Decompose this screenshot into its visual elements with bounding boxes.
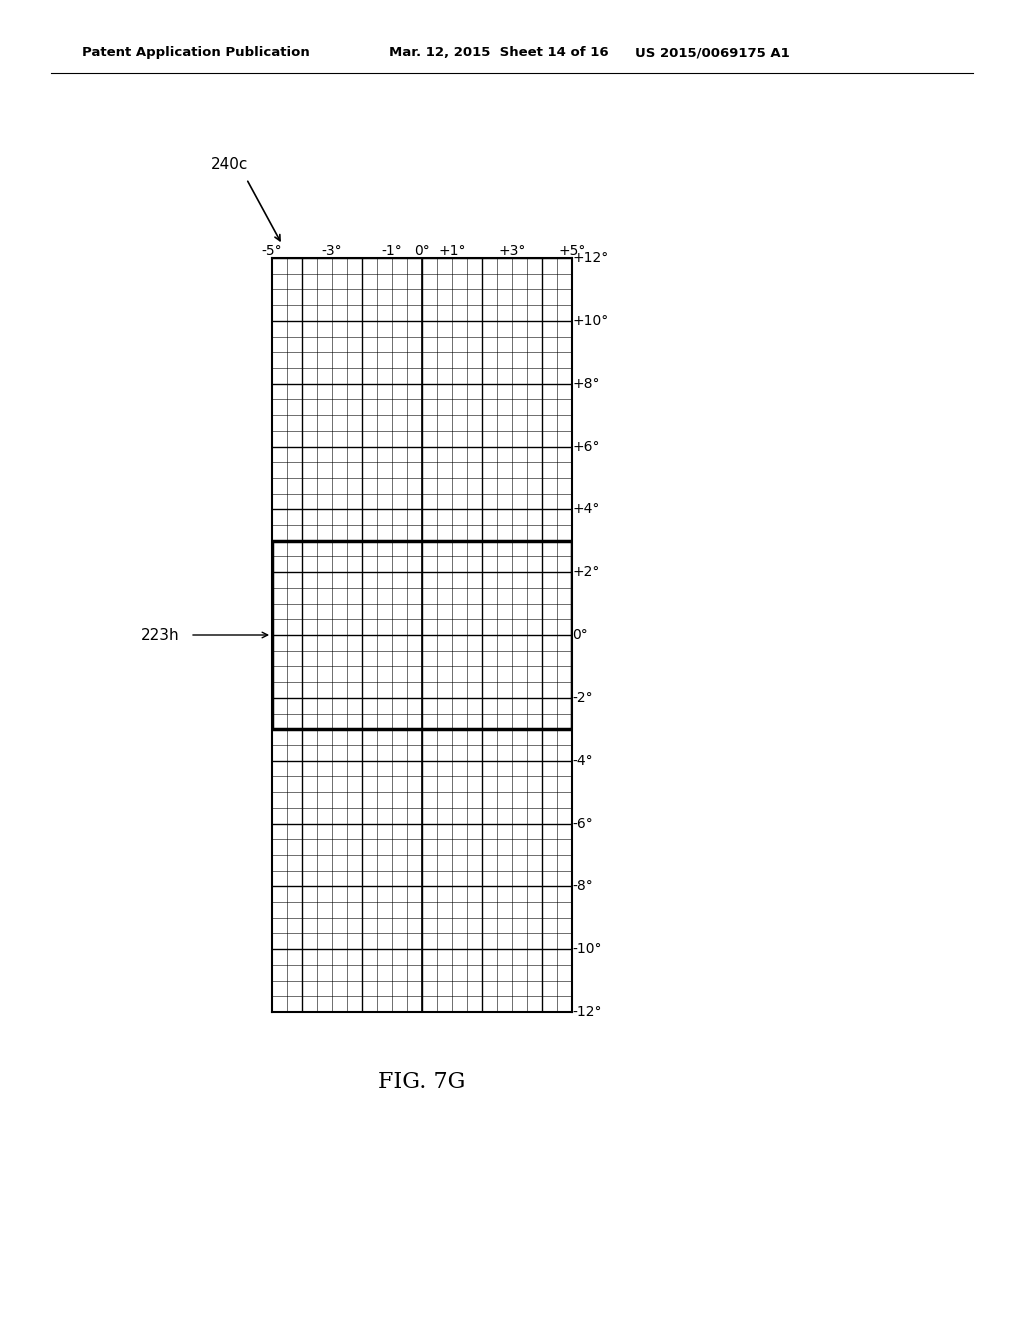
Text: +4°: +4° (572, 503, 599, 516)
Text: +5°: +5° (558, 244, 586, 257)
Text: -8°: -8° (572, 879, 593, 894)
Text: +3°: +3° (499, 244, 525, 257)
Text: -3°: -3° (322, 244, 342, 257)
Text: -5°: -5° (262, 244, 283, 257)
Text: Mar. 12, 2015  Sheet 14 of 16: Mar. 12, 2015 Sheet 14 of 16 (389, 46, 608, 59)
Text: +8°: +8° (572, 376, 599, 391)
Text: +1°: +1° (438, 244, 466, 257)
Text: 0°: 0° (572, 628, 588, 642)
Text: 0°: 0° (414, 244, 430, 257)
Text: +2°: +2° (572, 565, 599, 579)
Text: Patent Application Publication: Patent Application Publication (82, 46, 309, 59)
Text: -1°: -1° (382, 244, 402, 257)
Text: +6°: +6° (572, 440, 599, 454)
Bar (272, 541, 572, 729)
Text: +12°: +12° (572, 251, 608, 265)
Text: US 2015/0069175 A1: US 2015/0069175 A1 (635, 46, 790, 59)
Text: -2°: -2° (572, 690, 593, 705)
Text: FIG. 7G: FIG. 7G (378, 1072, 466, 1093)
Text: 223h: 223h (141, 627, 180, 643)
Text: 240c: 240c (211, 157, 248, 172)
Text: +10°: +10° (572, 314, 608, 327)
Text: -4°: -4° (572, 754, 593, 768)
Text: -10°: -10° (572, 942, 601, 956)
Text: -12°: -12° (572, 1005, 601, 1019)
Text: -6°: -6° (572, 817, 593, 830)
